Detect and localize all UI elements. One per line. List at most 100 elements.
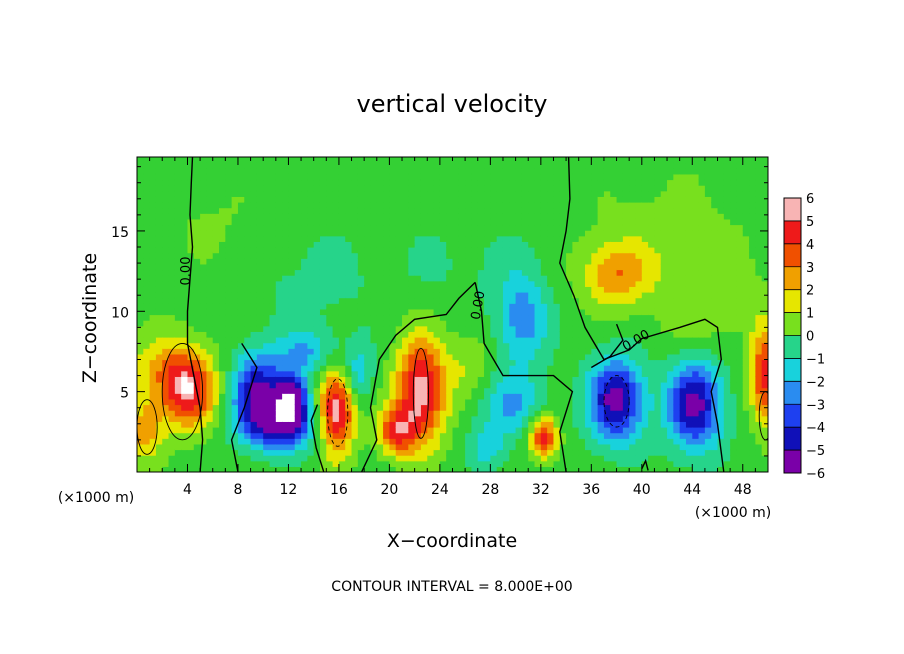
heatmap-cell <box>622 438 630 445</box>
heatmap-cell <box>578 342 586 349</box>
heatmap-cell <box>219 443 226 451</box>
heatmap-cell <box>137 370 144 377</box>
heatmap-cell <box>679 432 687 439</box>
heatmap-cell <box>137 337 144 344</box>
heatmap-cell <box>528 314 536 321</box>
heatmap-cell <box>338 331 346 338</box>
heatmap-cell <box>168 320 176 327</box>
heatmap-cell <box>200 308 208 316</box>
heatmap-cell <box>294 427 302 434</box>
heatmap-cell <box>622 241 630 248</box>
heatmap-cell <box>603 190 611 197</box>
heatmap-cell <box>654 325 662 332</box>
heatmap-cell <box>244 258 252 265</box>
heatmap-cell <box>559 314 567 321</box>
heatmap-cell <box>414 314 422 321</box>
heatmap-cell <box>502 376 510 383</box>
heatmap-cell <box>660 218 668 226</box>
heatmap-cell <box>427 185 435 192</box>
heatmap-cell <box>408 286 416 293</box>
heatmap-cell <box>641 382 649 389</box>
heatmap-cell <box>648 466 656 472</box>
heatmap-cell <box>616 466 624 472</box>
heatmap-cell <box>357 297 365 304</box>
heatmap-cell <box>578 297 586 304</box>
heatmap-cell <box>244 455 252 462</box>
heatmap-cell <box>149 415 157 422</box>
heatmap-cell <box>162 286 170 293</box>
heatmap-cell <box>591 449 599 456</box>
heatmap-cell <box>137 241 144 248</box>
heatmap-cell <box>610 157 618 164</box>
heatmap-cell <box>515 235 523 242</box>
heatmap-cell <box>521 235 529 242</box>
heatmap-cell <box>162 218 170 226</box>
heatmap-cell <box>572 359 580 366</box>
heatmap-cell <box>622 353 630 361</box>
heatmap-cell <box>446 404 454 411</box>
heatmap-cell <box>364 370 372 377</box>
heatmap-cell <box>155 376 163 383</box>
heatmap-cell <box>389 303 397 310</box>
heatmap-cell <box>679 427 687 434</box>
heatmap-cell <box>155 460 163 467</box>
heatmap-cell <box>547 410 555 417</box>
heatmap-cell <box>187 466 195 472</box>
heatmap-cell <box>685 348 693 355</box>
heatmap-cell <box>496 286 504 293</box>
heatmap-cell <box>471 466 479 472</box>
heatmap-cell <box>648 292 656 299</box>
heatmap-cell <box>648 382 656 389</box>
heatmap-cell <box>648 173 656 181</box>
heatmap-cell <box>534 247 542 254</box>
heatmap-cell <box>528 173 536 181</box>
heatmap-cell <box>288 449 296 456</box>
heatmap-cell <box>288 398 296 406</box>
heatmap-cell <box>622 230 630 237</box>
heatmap-cell <box>673 359 681 366</box>
heatmap-cell <box>654 359 662 366</box>
heatmap-cell <box>458 337 466 344</box>
heatmap-cell <box>395 314 403 321</box>
heatmap-cell <box>149 455 157 462</box>
heatmap-cell <box>534 415 542 422</box>
heatmap-cell <box>610 370 618 377</box>
heatmap-cell <box>206 308 214 316</box>
heatmap-cell <box>275 297 283 304</box>
heatmap-cell <box>231 213 239 220</box>
heatmap-cell <box>282 258 290 265</box>
heatmap-cell <box>629 365 637 372</box>
heatmap-cell <box>162 449 170 456</box>
heatmap-cell <box>566 449 573 456</box>
heatmap-cell <box>181 466 189 472</box>
heatmap-cell <box>540 342 548 349</box>
heatmap-cell <box>338 258 346 265</box>
heatmap-cell <box>181 280 189 287</box>
heatmap-cell <box>357 466 365 472</box>
heatmap-cell <box>143 269 151 276</box>
heatmap-cell <box>288 353 296 361</box>
heatmap-cell <box>698 427 706 434</box>
heatmap-cell <box>212 398 220 406</box>
heatmap-cell <box>465 449 473 456</box>
heatmap-cell <box>484 263 491 271</box>
heatmap-cell <box>490 202 498 209</box>
heatmap-cell <box>667 213 674 220</box>
heatmap-cell <box>414 393 422 400</box>
heatmap-cell <box>376 331 384 338</box>
heatmap-cell <box>319 393 327 400</box>
heatmap-cell <box>603 466 611 472</box>
heatmap-cell <box>319 235 327 242</box>
heatmap-cell <box>288 432 296 439</box>
heatmap-cell <box>414 415 422 422</box>
heatmap-cell <box>307 359 315 366</box>
heatmap-cell <box>383 449 390 456</box>
heatmap-cell <box>622 466 630 472</box>
heatmap-cell <box>521 280 529 287</box>
heatmap-cell <box>439 376 447 383</box>
heatmap-cell <box>679 404 687 411</box>
heatmap-cell <box>484 410 491 417</box>
heatmap-cell <box>357 235 365 242</box>
heatmap-cell <box>168 325 176 332</box>
heatmap-cell <box>313 421 321 428</box>
